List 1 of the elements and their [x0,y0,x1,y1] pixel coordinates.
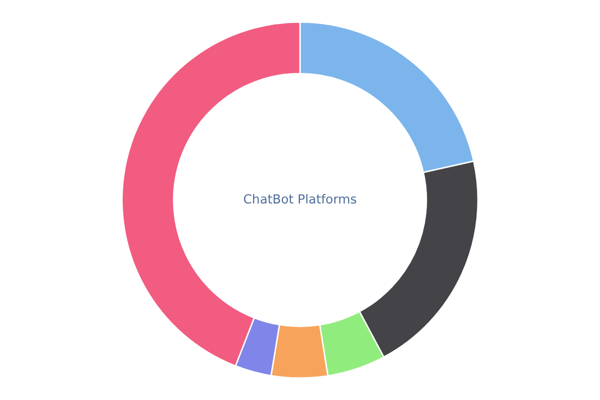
text: ChatBot Platforms [244,194,356,204]
